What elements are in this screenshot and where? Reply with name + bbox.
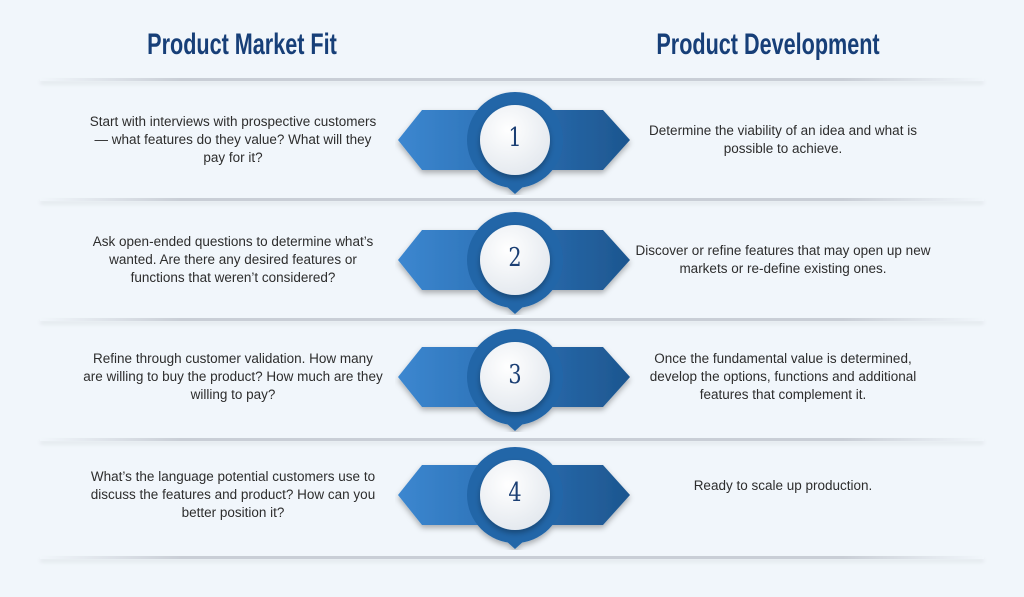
divider bbox=[40, 198, 984, 201]
divider bbox=[40, 438, 984, 441]
step-left-text: What’s the language potential customers … bbox=[90, 469, 376, 520]
step-right-text: Discover or refine features that may ope… bbox=[635, 243, 931, 276]
divider bbox=[40, 78, 984, 81]
hexagon-badge-icon bbox=[398, 212, 630, 314]
step-left-text: Ask open-ended questions to determine wh… bbox=[92, 234, 374, 285]
step-badge: 1 bbox=[395, 85, 635, 195]
divider bbox=[40, 556, 984, 559]
header-product-development: Product Development bbox=[656, 28, 880, 61]
step-right-text: Ready to scale up production. bbox=[693, 478, 873, 493]
step-left-text: Refine through customer validation. How … bbox=[83, 351, 383, 402]
step-left-text: Start with interviews with prospective c… bbox=[89, 114, 377, 165]
step-badge: 2 bbox=[395, 205, 635, 315]
hexagon-badge-icon bbox=[398, 92, 630, 194]
divider bbox=[40, 318, 984, 321]
header-product-market-fit: Product Market Fit bbox=[147, 28, 337, 61]
step-badge: 3 bbox=[395, 322, 635, 432]
step-right-text: Once the fundamental value is determined… bbox=[649, 351, 917, 402]
step-badge: 4 bbox=[395, 440, 635, 550]
hexagon-badge-icon bbox=[398, 447, 630, 549]
step-number: 1 bbox=[508, 123, 522, 153]
step-number: 2 bbox=[508, 243, 522, 273]
step-number: 4 bbox=[508, 478, 522, 508]
step-right-text: Determine the viability of an idea and w… bbox=[649, 123, 917, 156]
step-number: 3 bbox=[508, 360, 522, 390]
hexagon-badge-icon bbox=[398, 329, 630, 431]
